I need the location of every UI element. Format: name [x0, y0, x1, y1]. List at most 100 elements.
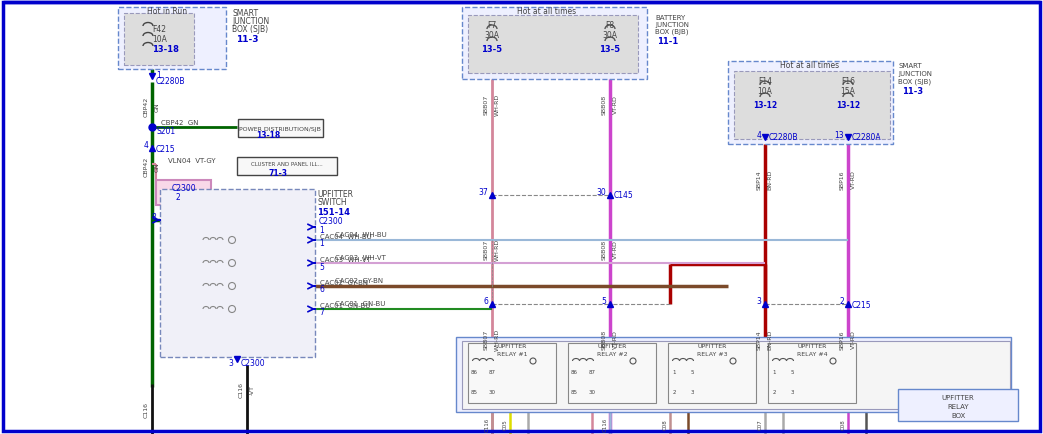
Text: 4: 4	[756, 131, 761, 140]
Text: RELAY #2: RELAY #2	[597, 352, 627, 357]
Text: C2280A: C2280A	[852, 133, 881, 142]
Text: Hot at all times: Hot at all times	[517, 7, 577, 16]
Text: SBB08: SBB08	[602, 240, 606, 260]
Text: C07: C07	[757, 419, 762, 429]
Text: S201: S201	[156, 127, 175, 136]
Text: CAC01  GN-BU: CAC01 GN-BU	[335, 300, 385, 306]
Text: C05: C05	[503, 419, 508, 429]
Text: 6: 6	[483, 297, 488, 306]
Text: C116: C116	[144, 401, 148, 417]
Text: F16: F16	[841, 77, 855, 86]
Text: 1: 1	[319, 226, 323, 235]
Text: JUNCTION: JUNCTION	[898, 71, 932, 77]
Text: UPFITTER: UPFITTER	[498, 344, 527, 349]
Text: 3: 3	[791, 390, 794, 395]
Text: 13-12: 13-12	[753, 101, 777, 110]
Text: 3: 3	[690, 390, 694, 395]
Text: BOX: BOX	[951, 412, 965, 418]
Bar	[124, 14, 194, 66]
Text: 30A: 30A	[485, 31, 500, 40]
Bar	[898, 389, 1018, 421]
Text: 1: 1	[673, 370, 676, 375]
Bar	[734, 72, 890, 140]
Text: SWITCH: SWITCH	[317, 198, 346, 207]
Text: C145: C145	[614, 191, 634, 200]
Bar	[456, 337, 1011, 412]
Text: CAC03  WH-VT: CAC03 WH-VT	[320, 256, 371, 263]
Text: SBP16: SBP16	[840, 170, 845, 189]
Text: C2280B: C2280B	[156, 77, 186, 86]
Text: 2: 2	[840, 297, 844, 306]
Bar	[238, 120, 323, 138]
Text: CBP42: CBP42	[144, 157, 148, 177]
Text: 87: 87	[488, 370, 495, 375]
Bar	[468, 16, 638, 74]
Text: CBP42  GN: CBP42 GN	[162, 120, 199, 126]
Text: WH-RD: WH-RD	[494, 94, 500, 116]
Text: 5: 5	[319, 262, 324, 271]
Text: VT-RD: VT-RD	[850, 330, 855, 349]
Text: 1: 1	[772, 370, 776, 375]
Text: C116: C116	[603, 417, 607, 431]
Text: GN: GN	[154, 102, 160, 112]
Text: 30: 30	[588, 390, 596, 395]
Text: F7: F7	[487, 21, 496, 30]
Bar	[160, 190, 315, 357]
Text: SMART: SMART	[898, 63, 922, 69]
Text: BOX (SJB): BOX (SJB)	[898, 79, 931, 85]
Text: BN-RD: BN-RD	[768, 329, 773, 349]
Text: F8: F8	[605, 21, 614, 30]
Text: 37: 37	[479, 188, 488, 197]
Text: 11-3: 11-3	[236, 36, 259, 44]
Text: C2300: C2300	[241, 358, 266, 368]
Text: Hot at all times: Hot at all times	[780, 61, 840, 70]
Text: BOX (BJB): BOX (BJB)	[655, 29, 688, 35]
Text: 13-5: 13-5	[600, 46, 621, 54]
Bar	[728, 62, 893, 145]
Bar	[237, 158, 337, 176]
Text: -VT: -VT	[249, 384, 254, 394]
Text: F42: F42	[152, 26, 166, 34]
Text: SBB07: SBB07	[484, 95, 488, 115]
Text: SBB08: SBB08	[602, 329, 606, 349]
Text: 11-1: 11-1	[657, 36, 678, 46]
Text: 2: 2	[673, 390, 676, 395]
Text: CAC01  GN-BU: CAC01 GN-BU	[320, 302, 370, 308]
Text: 13-18: 13-18	[256, 131, 281, 140]
Text: 30A: 30A	[603, 31, 617, 40]
Text: SMART: SMART	[232, 10, 258, 19]
Text: C2280B: C2280B	[769, 133, 799, 142]
Text: UPFITTER: UPFITTER	[942, 394, 974, 400]
Text: 86: 86	[571, 370, 578, 375]
Text: RELAY #3: RELAY #3	[697, 352, 727, 357]
Bar	[462, 341, 1010, 409]
Text: 13-12: 13-12	[835, 101, 860, 110]
Text: RELAY: RELAY	[947, 403, 969, 409]
Text: 85: 85	[571, 390, 578, 395]
Text: 3: 3	[228, 358, 233, 368]
Text: JUNCTION: JUNCTION	[655, 22, 689, 28]
Text: 6: 6	[319, 285, 324, 294]
Text: JUNCTION: JUNCTION	[232, 17, 269, 26]
Text: CAC04  WH-BU: CAC04 WH-BU	[320, 233, 371, 240]
Text: VT-RD: VT-RD	[612, 95, 617, 114]
Text: SBB07: SBB07	[484, 329, 488, 349]
Text: C08: C08	[841, 419, 846, 429]
Text: GN: GN	[154, 162, 160, 171]
Text: SBB07: SBB07	[484, 239, 488, 260]
Text: SBP14: SBP14	[756, 329, 761, 349]
Text: 10A: 10A	[757, 87, 773, 96]
Text: 13: 13	[834, 131, 844, 140]
Text: UPFITTER: UPFITTER	[317, 190, 353, 199]
Text: CAC02  GY-BN: CAC02 GY-BN	[335, 277, 383, 283]
Bar	[668, 343, 756, 403]
Text: C215: C215	[852, 300, 872, 309]
Text: 30: 30	[488, 390, 495, 395]
Text: VT-RD: VT-RD	[612, 240, 617, 259]
Text: 5: 5	[791, 370, 794, 375]
Text: CAC02  GY-BN: CAC02 GY-BN	[320, 279, 368, 285]
Text: F14: F14	[758, 77, 772, 86]
Text: CAC03  WH-VT: CAC03 WH-VT	[335, 254, 386, 260]
Text: 13-18: 13-18	[152, 46, 179, 54]
Text: C2300: C2300	[319, 217, 343, 226]
